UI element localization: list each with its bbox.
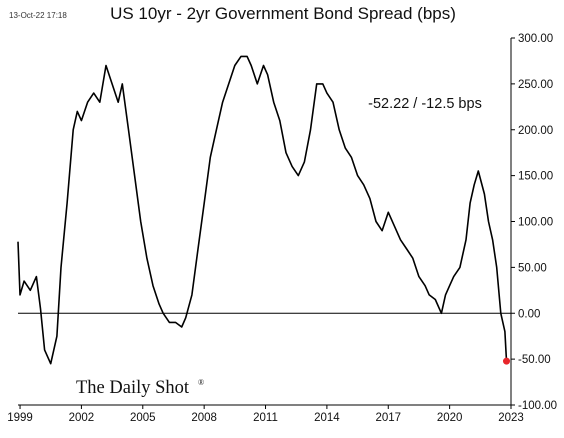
y-tick-label: -100.00	[518, 400, 557, 412]
plot-area: 300.00 250.00 200.00 150.00 100.00 50.00 0.00 -…	[7, 33, 557, 424]
x-tick-label: 2002	[69, 412, 95, 424]
x-tick-label: 2020	[437, 412, 463, 424]
x-tick-label: 2008	[191, 412, 217, 424]
timestamp: 13-Oct-22 17:18	[9, 11, 67, 20]
y-tick-label: 250.00	[518, 79, 553, 91]
brand-registered-mark: ®	[198, 378, 204, 387]
last-value-marker	[502, 357, 510, 365]
brand-logo: The Daily Shot ®	[76, 378, 204, 398]
brand-name: The Daily Shot	[76, 378, 190, 398]
x-tick-label: 2014	[314, 412, 340, 424]
spread-series-line	[17, 55, 508, 365]
x-tick-label: 2017	[375, 412, 401, 424]
y-tick-label: 150.00	[518, 171, 553, 183]
y-tick-label: 300.00	[518, 33, 553, 45]
x-tick-label: 1999	[7, 412, 33, 424]
x-tick-label: 2005	[130, 412, 156, 424]
chart-title: US 10yr - 2yr Government Bond Spread (bp…	[110, 4, 456, 23]
y-tick-label: -50.00	[518, 354, 551, 366]
y-tick-label: 200.00	[518, 125, 553, 137]
x-tick-label: 2023	[498, 412, 524, 424]
y-tick-label: 50.00	[518, 262, 547, 274]
y-tick-label: 0.00	[518, 308, 540, 320]
y-tick-label: 100.00	[518, 217, 553, 229]
value-annotation: -52.22 / -12.5 bps	[368, 96, 482, 112]
x-tick-label: 2011	[253, 412, 278, 424]
